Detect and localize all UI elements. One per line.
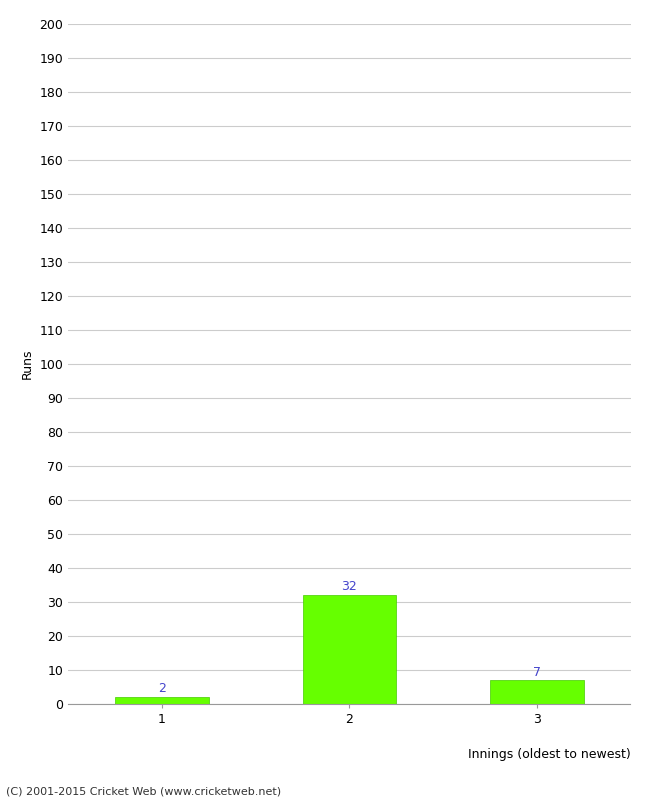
Bar [490,680,584,704]
Bar [115,697,209,704]
Bar [302,595,396,704]
Text: 7: 7 [533,666,541,678]
Text: Innings (oldest to newest): Innings (oldest to newest) [468,748,630,761]
Text: 2: 2 [158,682,166,695]
Text: (C) 2001-2015 Cricket Web (www.cricketweb.net): (C) 2001-2015 Cricket Web (www.cricketwe… [6,786,281,796]
Y-axis label: Runs: Runs [21,349,34,379]
Text: 32: 32 [341,581,358,594]
